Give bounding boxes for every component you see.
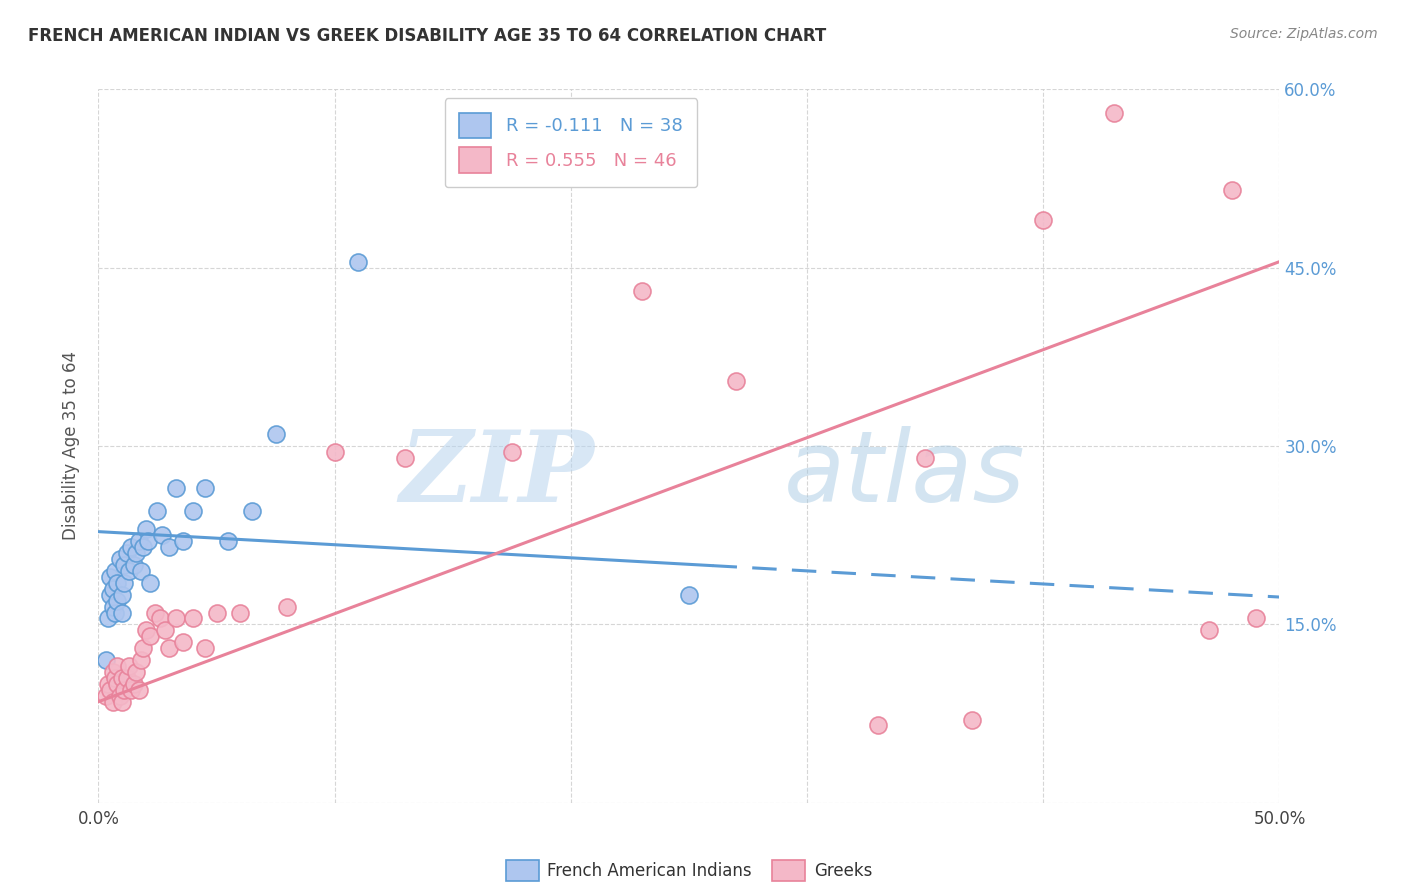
Point: [121, 540, 143, 554]
Point: [323, 445, 346, 459]
Point: [112, 575, 135, 590]
Point: [150, 528, 173, 542]
Point: [157, 540, 180, 554]
Point: [264, 427, 287, 442]
Point: [101, 695, 124, 709]
Point: [1198, 624, 1220, 638]
Point: [118, 659, 141, 673]
Point: [149, 611, 172, 625]
Point: [112, 682, 135, 697]
Point: [122, 677, 145, 691]
Point: [115, 546, 138, 560]
Point: [132, 641, 155, 656]
Point: [1032, 213, 1054, 227]
Point: [157, 641, 180, 656]
Legend: French American Indians, Greeks: French American Indians, Greeks: [499, 854, 879, 888]
Point: [118, 564, 141, 578]
Point: [139, 629, 162, 643]
Point: [153, 624, 176, 638]
Point: [97, 611, 120, 625]
Point: [128, 682, 150, 697]
Point: [101, 665, 124, 679]
Point: [143, 606, 166, 620]
Point: [111, 606, 134, 620]
Point: [394, 450, 416, 465]
Text: Source: ZipAtlas.com: Source: ZipAtlas.com: [1230, 27, 1378, 41]
Point: [914, 450, 936, 465]
Point: [111, 671, 134, 685]
Point: [129, 653, 152, 667]
Point: [240, 504, 263, 518]
Point: [194, 641, 217, 656]
Point: [165, 611, 187, 625]
Point: [501, 445, 523, 459]
Point: [276, 599, 298, 614]
Point: [128, 534, 150, 549]
Point: [94, 653, 117, 667]
Point: [217, 534, 239, 549]
Point: [97, 677, 120, 691]
Point: [136, 534, 159, 549]
Point: [112, 558, 135, 572]
Point: [347, 254, 370, 268]
Point: [181, 611, 204, 625]
Point: [205, 606, 228, 620]
Point: [104, 606, 127, 620]
Point: [139, 575, 162, 590]
Point: [105, 677, 128, 691]
Point: [121, 682, 143, 697]
Text: atlas: atlas: [783, 426, 1025, 523]
Point: [678, 588, 700, 602]
Point: [1220, 183, 1243, 197]
Point: [129, 564, 152, 578]
Point: [105, 659, 128, 673]
Point: [98, 588, 121, 602]
Point: [146, 504, 169, 518]
Point: [125, 546, 148, 560]
Point: [101, 599, 124, 614]
Point: [108, 689, 131, 703]
Point: [135, 522, 157, 536]
Point: [229, 606, 252, 620]
Point: [725, 374, 748, 388]
Point: [181, 504, 204, 518]
Point: [101, 582, 124, 596]
Y-axis label: Disability Age 35 to 64: Disability Age 35 to 64: [62, 351, 80, 541]
Point: [630, 285, 652, 299]
Text: ZIP: ZIP: [399, 426, 595, 523]
Point: [122, 558, 145, 572]
Point: [165, 481, 187, 495]
Point: [105, 593, 128, 607]
Point: [104, 671, 127, 685]
Text: FRENCH AMERICAN INDIAN VS GREEK DISABILITY AGE 35 TO 64 CORRELATION CHART: FRENCH AMERICAN INDIAN VS GREEK DISABILI…: [28, 27, 827, 45]
Point: [1102, 106, 1125, 120]
Point: [98, 682, 121, 697]
Point: [135, 624, 157, 638]
Point: [866, 718, 889, 732]
Point: [132, 540, 155, 554]
Point: [194, 481, 217, 495]
Point: [115, 671, 138, 685]
Point: [125, 665, 148, 679]
Point: [108, 552, 131, 566]
Point: [98, 570, 121, 584]
Point: [172, 534, 194, 549]
Point: [962, 713, 984, 727]
Point: [111, 695, 134, 709]
Point: [104, 564, 127, 578]
Point: [111, 588, 134, 602]
Point: [172, 635, 194, 649]
Point: [1244, 611, 1267, 625]
Point: [105, 575, 128, 590]
Point: [94, 689, 117, 703]
